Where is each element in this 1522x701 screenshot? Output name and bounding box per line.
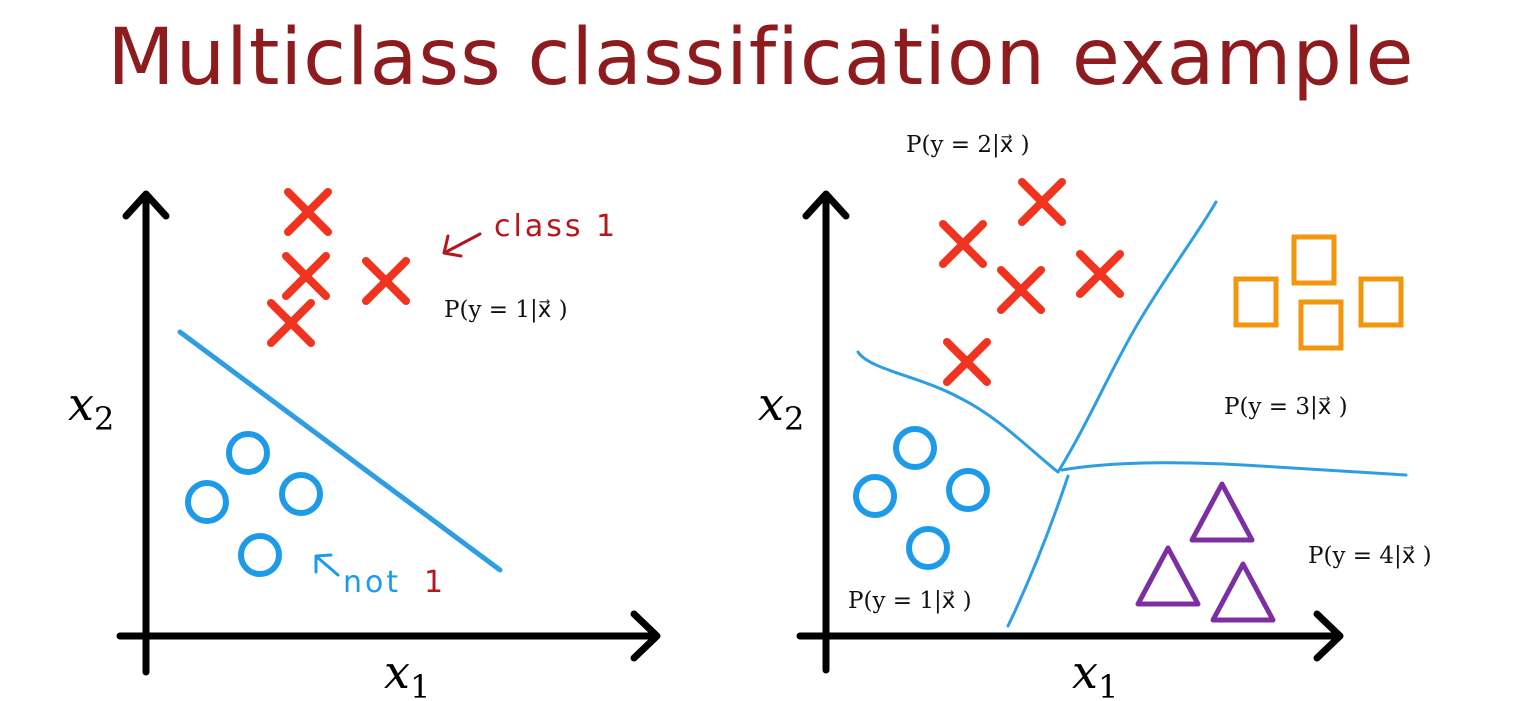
left-x-axis <box>116 610 661 662</box>
class1-annotation: class 1 <box>442 209 618 258</box>
cross-marker <box>943 224 983 264</box>
cross-marker <box>1001 270 1041 310</box>
circle-marker <box>282 475 320 513</box>
right-decision-boundaries <box>856 200 1408 628</box>
left-x-axis-label: x1 <box>384 645 430 701</box>
cross-marker <box>288 192 328 232</box>
cross-marker <box>947 342 987 382</box>
circle-marker <box>949 471 987 509</box>
right-x-axis <box>796 610 1344 662</box>
cross-marker <box>1080 254 1120 294</box>
right-y-axis-label: x2 <box>758 377 804 438</box>
left-plot: x2 x1 class 1 not 1 P(y = 1|x⃗ ) <box>68 190 661 701</box>
square-marker <box>1301 302 1341 348</box>
boundary-upper-right <box>1056 200 1218 474</box>
circle-marker <box>896 429 934 467</box>
left-y-axis <box>122 190 170 676</box>
triangle-marker <box>1192 484 1252 540</box>
square-marker <box>1361 279 1401 325</box>
left-y-axis-label: x2 <box>68 377 114 438</box>
not1-annotation-text: not <box>343 565 401 600</box>
cross-marker <box>1022 182 1062 222</box>
circle-marker <box>188 483 226 521</box>
class1-annotation-text: class 1 <box>494 209 618 244</box>
left-prob-label: P(y = 1|x⃗ ) <box>444 297 568 323</box>
right-x-axis-label: x1 <box>1072 645 1118 701</box>
square-marker <box>1236 279 1276 325</box>
boundary-upper-left <box>856 350 1060 474</box>
left-decision-boundary <box>177 329 503 573</box>
circle-marker <box>229 434 267 472</box>
prob-label-class1: P(y = 1|x⃗ ) <box>848 588 972 614</box>
triangle-marker <box>1138 548 1198 604</box>
not1-annotation-number: 1 <box>424 565 446 600</box>
circle-marker <box>909 529 947 567</box>
slide-title: Multiclass classification example <box>107 13 1415 103</box>
square-marker <box>1294 237 1334 283</box>
right-plot: x2 x1 P(y = 2|x⃗ ) <box>758 132 1432 701</box>
prob-label-class4: P(y = 4|x⃗ ) <box>1308 543 1432 569</box>
triangle-marker <box>1213 564 1273 620</box>
cross-marker <box>286 256 326 296</box>
not1-annotation: not 1 <box>314 553 446 600</box>
cross-marker <box>366 261 406 301</box>
prob-label-class3: P(y = 3|x⃗ ) <box>1224 394 1348 420</box>
circle-marker <box>856 477 894 515</box>
right-y-axis <box>802 190 850 674</box>
circle-marker <box>241 536 279 574</box>
cross-marker <box>271 303 311 343</box>
prob-label-class2: P(y = 2|x⃗ ) <box>906 132 1030 158</box>
boundary-lower-left <box>1006 474 1070 628</box>
boundary-lower-right <box>1060 461 1408 477</box>
